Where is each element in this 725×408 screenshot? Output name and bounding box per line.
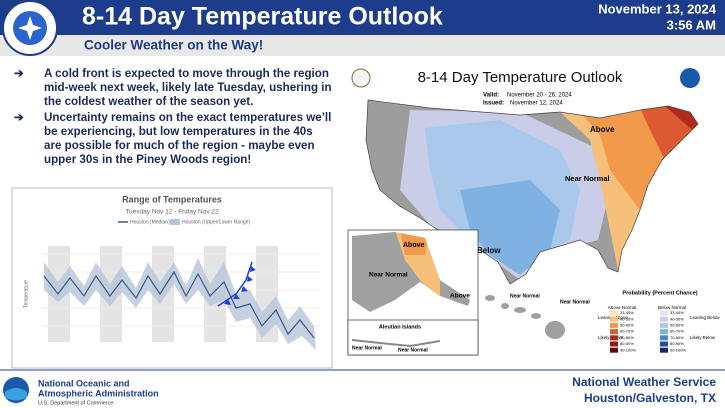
range-band — [44, 258, 316, 350]
cold-front — [217, 261, 256, 307]
legend-bin: 80-90% — [670, 341, 684, 346]
region-label: Near Normal — [565, 174, 610, 183]
legend-swatch — [660, 310, 668, 316]
legend-swatch — [610, 310, 618, 316]
legend-swatch — [610, 347, 618, 353]
legend-bin: 70-80% — [620, 335, 634, 340]
hawaii-islands — [485, 295, 565, 339]
noaa-name: Atmospheric Administration — [38, 388, 159, 398]
range-chart-title: Range of Temperatures — [122, 194, 222, 204]
legend-bin: 90-100% — [620, 347, 636, 352]
legend-bin: 33-40% — [670, 310, 684, 315]
nws-office: National Weather Service — [572, 375, 716, 389]
legend-swatch — [660, 347, 668, 353]
legend-bin: 40-50% — [670, 316, 684, 321]
nws-office: Houston/Galveston, TX — [584, 391, 716, 405]
legend-bin: 33-40% — [620, 310, 634, 315]
noaa-logo-wave — [5, 388, 27, 401]
legend-bin: 50-60% — [620, 322, 634, 327]
noaa-logo-small — [680, 68, 700, 88]
legend-text: Leaning Below — [690, 315, 720, 320]
doc-seal — [351, 68, 371, 88]
legend-bin: 60-70% — [670, 329, 684, 334]
legend-swatch — [610, 341, 618, 347]
region-label: Near Normal — [352, 345, 382, 351]
region-label: Aleutian Islands — [379, 324, 421, 330]
map-title: 8-14 Day Temperature Outlook — [418, 69, 623, 86]
valid-label: Valid: — [483, 93, 499, 99]
noaa-name: National Oceanic and — [38, 378, 130, 388]
legend-swatch — [170, 219, 180, 225]
legend-swatch — [610, 329, 618, 335]
title: 8-14 Day Temperature Outlook — [82, 3, 443, 31]
legend-swatch — [610, 322, 618, 328]
issued-label: Issued: — [483, 101, 504, 107]
legend-title: Probability (Percent Chance) — [622, 290, 697, 296]
legend-header: Above Normal — [608, 305, 637, 310]
aleutian-inset — [347, 319, 479, 356]
time: 3:56 AM — [667, 17, 716, 32]
bullet-text: A cold front is expected to move through… — [44, 67, 332, 108]
aleutian-chain — [351, 339, 441, 348]
median-line — [43, 270, 315, 339]
date: November 13, 2024 — [598, 1, 717, 16]
range-chart-subtitle: Tuesday Nov 12 - Friday Nov 22 — [125, 209, 219, 216]
legend-swatch — [660, 316, 668, 322]
y-axis-label: Temperature — [23, 280, 29, 308]
legend-entry: Houston (Upper/Lower Range) — [182, 219, 250, 225]
region-label: Below — [477, 246, 501, 255]
region-label: Near Normal — [560, 299, 590, 305]
legend-bin: 40-50% — [620, 316, 634, 321]
legend-header: Below Normal — [658, 305, 686, 310]
legend-swatch — [610, 335, 618, 341]
legend-text: Likely Below — [690, 335, 716, 340]
legend-bin: 50-60% — [670, 322, 684, 327]
doc-name: U.S. Department of Commerce — [38, 400, 114, 406]
legend-bin: 80-90% — [620, 341, 634, 346]
region-label: Near Normal — [510, 293, 540, 299]
valid: November 20 - 26, 2024 — [507, 93, 572, 99]
legend-bin: 70-80% — [670, 335, 684, 340]
bullet: ➔ Uncertainty remains on the exact temper… — [14, 111, 332, 166]
subtitle-bar — [0, 35, 725, 56]
subtitle: Cooler Weather on the Way! — [84, 38, 263, 53]
nws-logo-star — [18, 16, 42, 40]
legend-swatch — [660, 335, 668, 341]
region-label: Above — [403, 242, 425, 249]
legend-bin: 90-100% — [670, 347, 686, 352]
region-label: Near Normal — [369, 272, 408, 279]
legend-bin: 60-70% — [620, 329, 634, 334]
issued: November 12, 2024 — [510, 101, 563, 107]
region-label: Above — [590, 125, 615, 134]
bullet: ➔ A cold front is expected to move throug… — [14, 67, 332, 108]
bullet-text: Uncertainty remains on the exact tempera… — [44, 111, 332, 166]
legend-swatch — [660, 341, 668, 347]
region-label: Above — [450, 293, 470, 300]
legend-swatch — [660, 329, 668, 335]
conus-outline — [365, 99, 699, 285]
legend-entry: Houston (Median) — [130, 219, 170, 225]
region-label: Near Normal — [398, 347, 428, 353]
header-bar — [0, 0, 725, 35]
legend-swatch — [610, 316, 618, 322]
legend-swatch — [660, 322, 668, 328]
